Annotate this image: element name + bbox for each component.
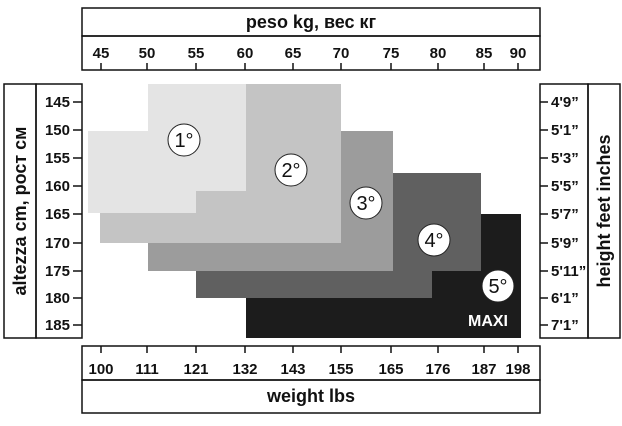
left-tick-label: 175 bbox=[45, 263, 70, 280]
left-tick-label: 160 bbox=[45, 178, 70, 195]
right-tick-label: 5'1” bbox=[551, 122, 579, 139]
right-tick-label: 4'9” bbox=[551, 94, 579, 111]
size-label: 1° bbox=[174, 130, 193, 152]
bottom-tick-label: 155 bbox=[328, 361, 353, 378]
right-tick-label: 5'9” bbox=[551, 235, 579, 252]
frames bbox=[3, 7, 621, 414]
top-tick-label: 60 bbox=[237, 45, 254, 62]
size-badge bbox=[417, 223, 451, 257]
size-badge bbox=[274, 153, 308, 187]
right-tick-label: 5'3” bbox=[551, 150, 579, 167]
right-title-box bbox=[587, 83, 621, 339]
size-region bbox=[148, 131, 393, 271]
size-region bbox=[246, 214, 521, 338]
bottom-tick-label: 111 bbox=[135, 361, 158, 378]
bottom-tick-label: 100 bbox=[88, 361, 113, 378]
left-tick-label: 145 bbox=[45, 94, 70, 111]
right-title: height feet inches bbox=[594, 134, 614, 287]
size-badge bbox=[481, 269, 515, 303]
top-tick-box bbox=[81, 35, 541, 71]
bottom-tick-label: 143 bbox=[280, 361, 305, 378]
size-region bbox=[196, 173, 481, 298]
left-tick-label: 170 bbox=[45, 235, 70, 252]
size-badges: 1° 2° 3° 4° 5° MAXI bbox=[167, 123, 515, 330]
top-tick-label: 90 bbox=[510, 45, 527, 62]
size-region bbox=[88, 84, 246, 213]
top-tick-label: 45 bbox=[93, 45, 110, 62]
left-tick-label: 150 bbox=[45, 122, 70, 139]
left-tick-label: 165 bbox=[45, 206, 70, 223]
size-label: 3° bbox=[356, 193, 375, 215]
bottom-tick-label: 165 bbox=[378, 361, 403, 378]
top-tick-label: 70 bbox=[333, 45, 350, 62]
bottom-tick-label: 187 bbox=[471, 361, 496, 378]
top-tick-label: 80 bbox=[430, 45, 447, 62]
right-tick-label: 5'7” bbox=[551, 206, 579, 223]
size-badge bbox=[349, 186, 383, 220]
bottom-tick-label: 132 bbox=[232, 361, 257, 378]
right-tick-label: 5'5” bbox=[551, 178, 579, 195]
left-tick-label: 185 bbox=[45, 317, 70, 334]
top-title: peso kg, вес кг bbox=[246, 12, 377, 32]
right-tick-label: 5'11” bbox=[551, 263, 586, 280]
size-label: 2° bbox=[281, 160, 300, 182]
bottom-title: weight lbs bbox=[266, 386, 355, 406]
ticks: 45 50 55 60 65 70 75 80 85 90 100 111 121 132 143 155 16… bbox=[45, 45, 586, 378]
size-region bbox=[100, 84, 341, 243]
bottom-tick-label: 198 bbox=[505, 361, 530, 378]
bottom-tick-label: 121 bbox=[183, 361, 208, 378]
right-tick-label: 6'1” bbox=[551, 290, 579, 307]
size-note: MAXI bbox=[468, 313, 508, 330]
left-tick-label: 180 bbox=[45, 290, 70, 307]
size-label: 4° bbox=[424, 230, 443, 252]
left-title: altezza cm, рост см bbox=[10, 127, 30, 296]
left-tick-label: 155 bbox=[45, 150, 70, 167]
top-tick-label: 85 bbox=[476, 45, 493, 62]
left-tick-box bbox=[35, 83, 83, 339]
top-tick-label: 65 bbox=[285, 45, 302, 62]
right-tick-label: 7'1” bbox=[551, 317, 579, 334]
top-tick-label: 55 bbox=[188, 45, 205, 62]
size-label: 5° bbox=[488, 276, 507, 298]
bottom-title-box bbox=[81, 379, 541, 414]
top-tick-label: 75 bbox=[383, 45, 400, 62]
bottom-tick-label: 176 bbox=[425, 361, 450, 378]
size-regions bbox=[88, 84, 521, 338]
size-badge bbox=[167, 123, 201, 157]
top-tick-label: 50 bbox=[139, 45, 156, 62]
